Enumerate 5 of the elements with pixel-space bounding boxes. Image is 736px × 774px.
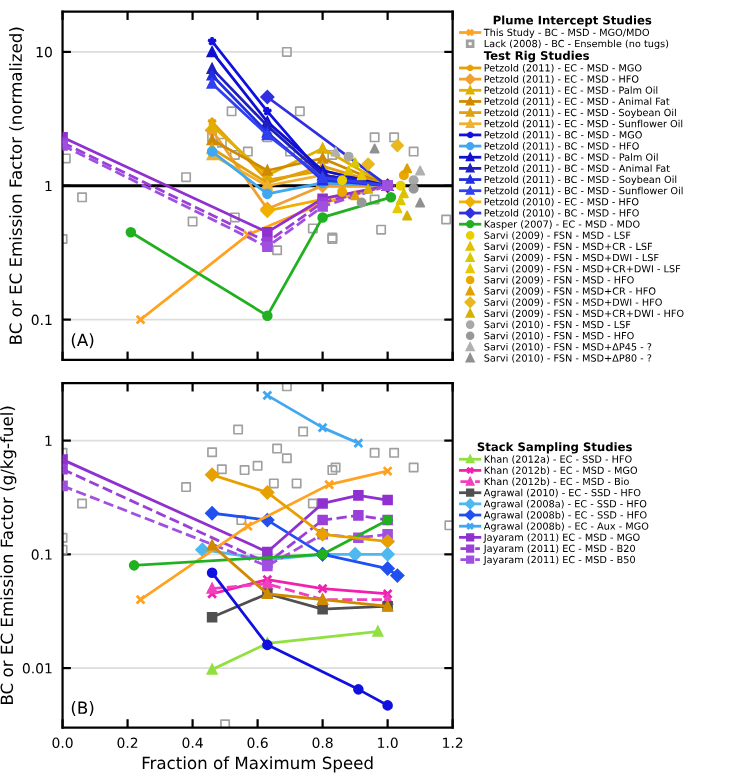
annotation: (B) <box>71 701 94 716</box>
y-axis-title: BC or EC Emission Factor (g/kg-fuel) <box>0 406 17 704</box>
y-axis-title: BC or EC Emission Factor (normalized) <box>9 27 24 344</box>
annotation: (A) <box>71 333 94 349</box>
x-axis-title: Fraction of Maximum Speed <box>142 756 373 773</box>
